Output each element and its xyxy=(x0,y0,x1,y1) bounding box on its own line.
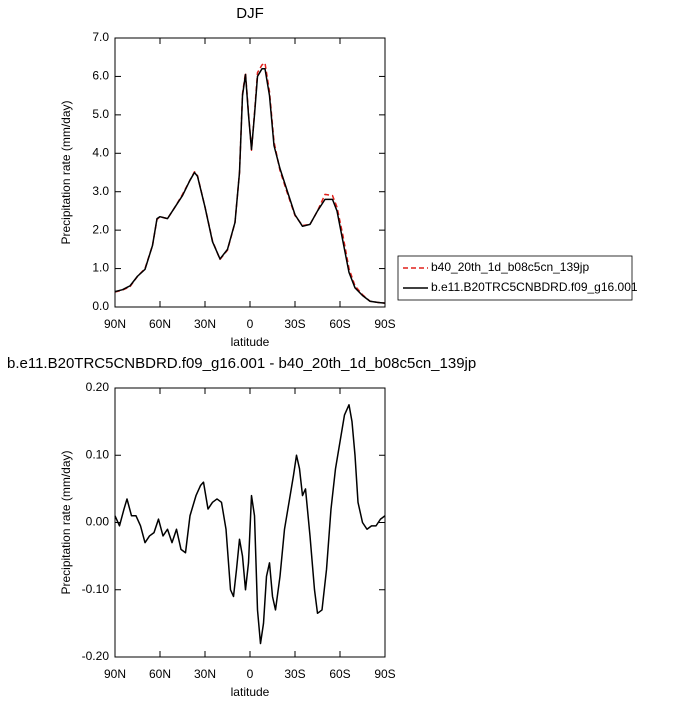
x-tick-label: 90S xyxy=(374,317,395,331)
chart-title: DJF xyxy=(236,5,264,22)
x-tick-label: 90N xyxy=(104,317,126,331)
y-tick-label: 4.0 xyxy=(92,145,109,159)
y-tick-label: -0.20 xyxy=(82,649,110,663)
x-tick-label: 30S xyxy=(284,667,305,681)
legend-label: b40_20th_1d_b08c5cn_139jp xyxy=(431,260,589,274)
x-tick-label: 30N xyxy=(194,317,216,331)
y-tick-label: 0.10 xyxy=(86,447,110,461)
y-tick-label: 6.0 xyxy=(92,69,109,83)
y-tick-label: 2.0 xyxy=(92,222,109,236)
y-axis-label: Precipitation rate (mm/day) xyxy=(59,100,73,244)
y-tick-label: 7.0 xyxy=(92,30,109,44)
y-tick-label: 0.0 xyxy=(92,299,109,313)
plot-frame xyxy=(114,37,386,308)
data-line xyxy=(114,62,386,304)
y-tick-label: 0.00 xyxy=(86,515,110,529)
legend-box xyxy=(397,255,633,301)
y-tick-label: 5.0 xyxy=(92,107,109,121)
y-tick-label: 3.0 xyxy=(92,184,109,198)
plot-frame xyxy=(114,387,386,658)
chart-title: b.e11.B20TRC5CNBDRD.f09_g16.001 - b40_20… xyxy=(7,355,476,372)
data-line xyxy=(114,404,386,645)
x-tick-label: 0 xyxy=(247,667,254,681)
y-tick-label: 0.20 xyxy=(86,380,110,394)
x-tick-label: 0 xyxy=(247,317,254,331)
x-tick-label: 60S xyxy=(329,667,350,681)
y-axis-label: Precipitation rate (mm/day) xyxy=(59,450,73,594)
x-tick-label: 60S xyxy=(329,317,350,331)
x-tick-label: 90N xyxy=(104,667,126,681)
y-tick-label: -0.10 xyxy=(82,582,110,596)
data-line xyxy=(114,67,386,304)
x-axis-label: latitude xyxy=(231,335,270,349)
x-tick-label: 30N xyxy=(194,667,216,681)
x-axis-label: latitude xyxy=(231,685,270,699)
x-tick-label: 90S xyxy=(374,667,395,681)
x-tick-label: 60N xyxy=(149,667,171,681)
x-tick-label: 30S xyxy=(284,317,305,331)
legend-label: b.e11.B20TRC5CNBDRD.f09_g16.001 xyxy=(431,280,638,294)
x-tick-label: 60N xyxy=(149,317,171,331)
y-tick-label: 1.0 xyxy=(92,261,109,275)
